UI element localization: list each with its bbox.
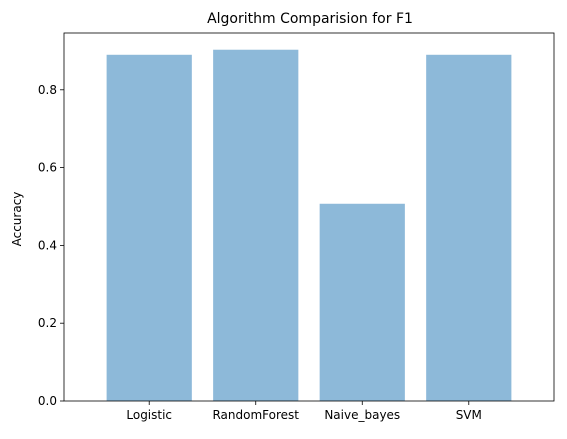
chart-title: Algorithm Comparision for F1: [207, 11, 413, 27]
y-tick-label: 0.4: [38, 238, 57, 252]
x-tick-label: Naive_bayes: [324, 408, 400, 422]
y-tick-label: 0.2: [38, 316, 57, 330]
bar-naive_bayes: [319, 203, 405, 401]
x-tick-label: Logistic: [126, 408, 172, 422]
y-tick-label: 0.6: [38, 161, 57, 175]
bar-randomforest: [213, 49, 299, 401]
y-tick-label: 0.8: [38, 83, 57, 97]
bar-logistic: [106, 54, 192, 401]
plot-frame: [63, 32, 555, 402]
x-tick-label: RandomForest: [212, 408, 299, 422]
y-axis-label: Accuracy: [10, 192, 24, 247]
y-tick-label: 0.0: [38, 394, 57, 408]
bar-svm: [426, 54, 512, 401]
x-tick-label: SVM: [456, 408, 482, 422]
